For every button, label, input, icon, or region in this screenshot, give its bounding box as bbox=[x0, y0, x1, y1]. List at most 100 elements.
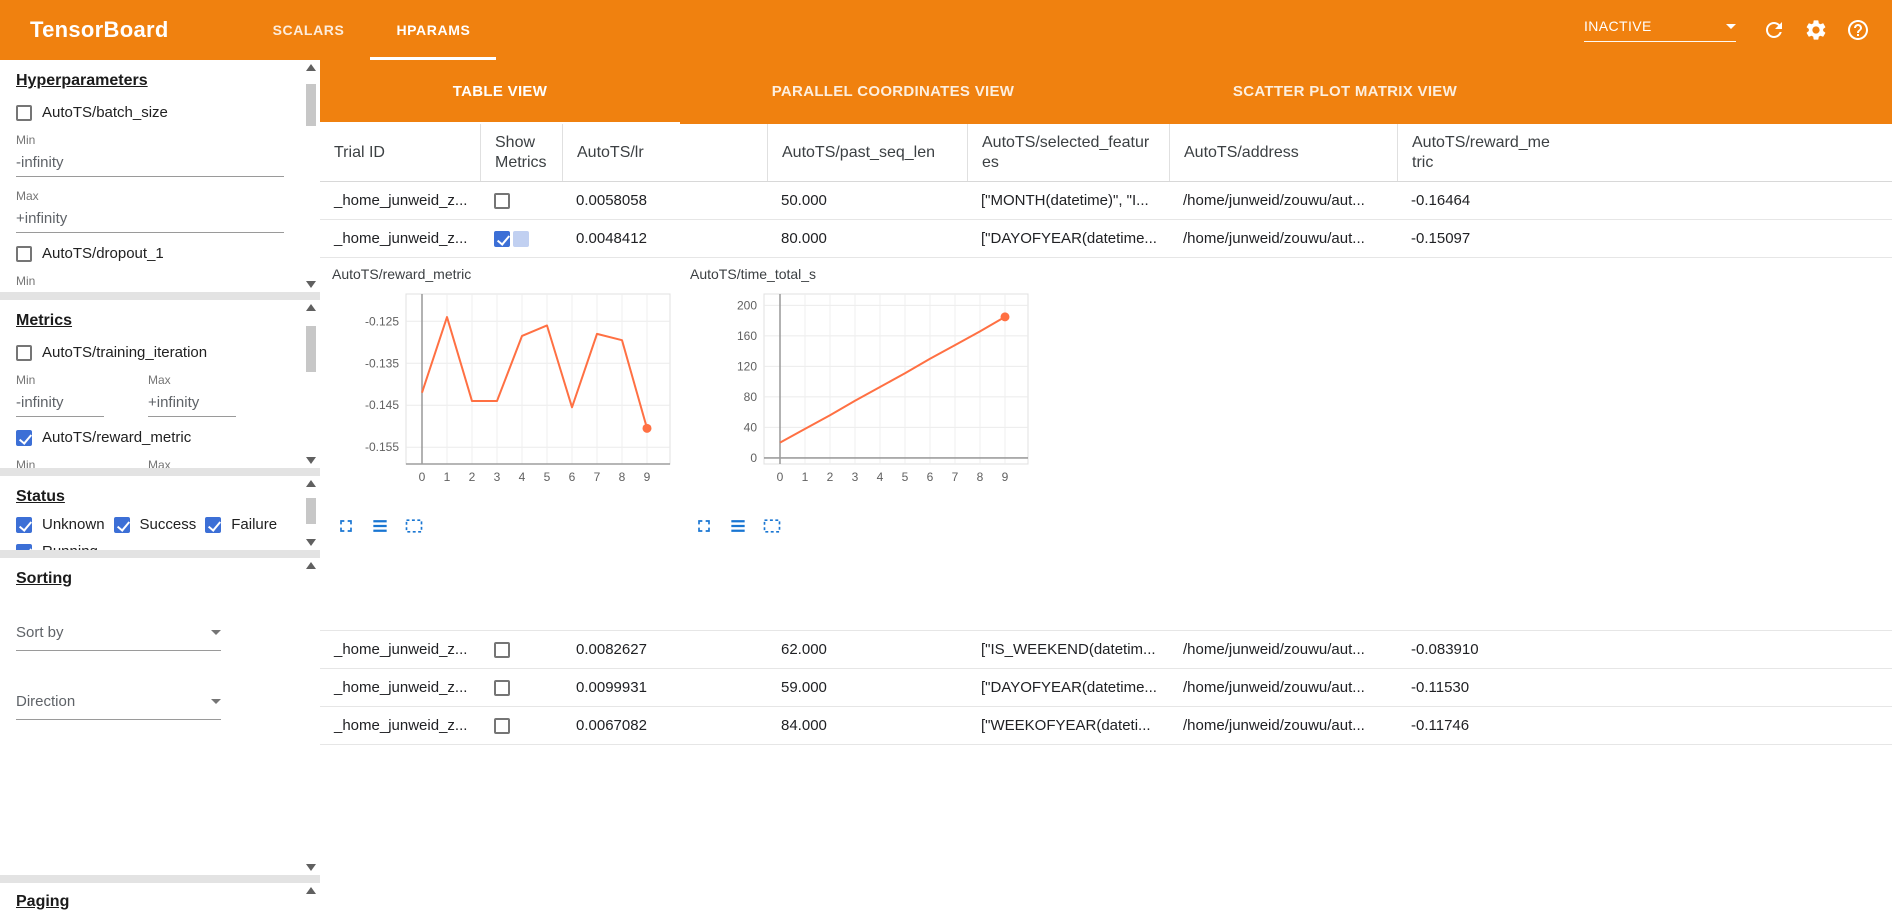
show-metrics-checkbox[interactable] bbox=[494, 192, 510, 209]
metric-reward-metric-row[interactable]: AutoTS/reward_metric bbox=[16, 429, 304, 446]
sorting-heading: Sorting bbox=[16, 570, 72, 587]
scroll-up-icon[interactable] bbox=[306, 480, 316, 487]
cell-past-seq-len: 80.000 bbox=[781, 230, 827, 247]
scroll-down-icon[interactable] bbox=[306, 539, 316, 546]
svg-text:8: 8 bbox=[977, 470, 984, 484]
col-address[interactable]: AutoTS/address bbox=[1169, 124, 1397, 181]
status-unknown-row[interactable]: Unknown bbox=[16, 516, 105, 533]
show-metrics-checkbox[interactable] bbox=[494, 230, 510, 247]
scrollbar[interactable] bbox=[305, 887, 317, 907]
hyperparameters-heading: Hyperparameters bbox=[16, 72, 148, 89]
max-label: Max bbox=[148, 373, 171, 387]
col-reward-metric[interactable]: AutoTS/reward_metric bbox=[1397, 124, 1567, 181]
app-title: TensorBoard bbox=[30, 17, 169, 42]
cell-trial-id: _home_junweid_z... bbox=[334, 717, 468, 734]
scrollbar[interactable] bbox=[305, 64, 317, 288]
scroll-down-icon[interactable] bbox=[306, 281, 316, 288]
checkbox[interactable] bbox=[16, 543, 32, 550]
tab-scalars[interactable]: SCALARS bbox=[272, 22, 345, 38]
scrollbar[interactable] bbox=[305, 480, 317, 546]
col-trial-id[interactable]: Trial ID bbox=[334, 143, 385, 161]
checkbox[interactable] bbox=[16, 516, 32, 533]
tab-hparams[interactable]: HPARAMS bbox=[370, 0, 497, 60]
checkbox[interactable] bbox=[16, 245, 32, 262]
scroll-up-icon[interactable] bbox=[306, 887, 316, 894]
sidebar-section-status: Status Unknown Success Failure Running bbox=[0, 476, 320, 550]
fullscreen-icon[interactable] bbox=[694, 516, 714, 536]
checkbox[interactable] bbox=[16, 429, 32, 446]
chart-card-time-total: AutoTS/time_total_s 0 40 80 120 160 200 0 1 2 3 4 5… bbox=[688, 262, 1040, 536]
marquee-select-icon[interactable] bbox=[404, 516, 424, 536]
status-success-row[interactable]: Success bbox=[113, 516, 197, 533]
scroll-up-icon[interactable] bbox=[306, 64, 316, 71]
cell-reward-metric: -0.16464 bbox=[1411, 192, 1471, 209]
max-input[interactable]: +infinity bbox=[148, 394, 236, 417]
checkbox-label: AutoTS/dropout_1 bbox=[42, 245, 164, 262]
cell-past-seq-len: 50.000 bbox=[781, 192, 827, 209]
max-label: Max bbox=[148, 458, 171, 468]
cell-past-seq-len: 84.000 bbox=[781, 717, 827, 734]
scrollbar-thumb[interactable] bbox=[306, 498, 316, 524]
checkbox[interactable] bbox=[16, 344, 32, 361]
svg-text:2: 2 bbox=[469, 470, 476, 484]
svg-text:6: 6 bbox=[927, 470, 934, 484]
show-metrics-checkbox[interactable] bbox=[494, 641, 510, 658]
col-selected-features[interactable]: AutoTS/selected_features bbox=[967, 124, 1169, 181]
cell-lr: 0.0067082 bbox=[576, 717, 647, 734]
min-input[interactable]: -infinity bbox=[16, 154, 284, 177]
scroll-down-icon[interactable] bbox=[306, 864, 316, 871]
cell-address: /home/junweid/zouwu/aut... bbox=[1183, 641, 1365, 658]
scrollbar[interactable] bbox=[305, 304, 317, 464]
chart-title: AutoTS/reward_metric bbox=[332, 266, 472, 282]
tab-parallel-coordinates-view[interactable]: PARALLEL COORDINATES VIEW bbox=[771, 82, 1015, 100]
status-failure-row[interactable]: Failure bbox=[205, 516, 277, 533]
scrollbar[interactable] bbox=[305, 562, 317, 871]
checkbox-label: Success bbox=[139, 516, 197, 533]
marquee-select-icon[interactable] bbox=[762, 516, 782, 536]
sidebar-section-metrics: Metrics AutoTS/training_iteration Min -i… bbox=[0, 300, 320, 468]
svg-text:-0.155: -0.155 bbox=[365, 440, 399, 454]
direction-dropdown[interactable]: Direction bbox=[16, 693, 221, 720]
settings-gear-icon[interactable] bbox=[1804, 18, 1828, 42]
help-icon[interactable] bbox=[1846, 18, 1870, 42]
rows-icon[interactable] bbox=[728, 516, 748, 536]
svg-text:1: 1 bbox=[444, 470, 451, 484]
checkbox-label: Unknown bbox=[42, 516, 105, 533]
svg-text:9: 9 bbox=[644, 470, 651, 484]
scroll-down-icon[interactable] bbox=[306, 457, 316, 464]
status-running-row[interactable]: Running bbox=[16, 543, 98, 550]
table-row: _home_junweid_z... 0.0058058 50.000 ["MONTH… bbox=[320, 182, 1892, 220]
sort-by-dropdown[interactable]: Sort by bbox=[16, 624, 221, 651]
checkbox[interactable] bbox=[16, 104, 32, 121]
fullscreen-icon[interactable] bbox=[336, 516, 356, 536]
main-content: TABLE VIEW PARALLEL COORDINATES VIEW SCA… bbox=[320, 60, 1892, 911]
col-past-seq-len[interactable]: AutoTS/past_seq_len bbox=[767, 124, 967, 181]
scroll-up-icon[interactable] bbox=[306, 304, 316, 311]
max-input[interactable]: +infinity bbox=[16, 210, 284, 233]
direction-label: Direction bbox=[16, 693, 76, 710]
cell-address: /home/junweid/zouwu/aut... bbox=[1183, 230, 1365, 247]
tab-table-view[interactable]: TABLE VIEW bbox=[320, 60, 680, 124]
scrollbar-thumb[interactable] bbox=[306, 326, 316, 372]
hparam-batch-size-row[interactable]: AutoTS/batch_size bbox=[16, 104, 304, 121]
refresh-icon[interactable] bbox=[1762, 18, 1786, 42]
checkbox[interactable] bbox=[113, 516, 130, 533]
svg-text:8: 8 bbox=[619, 470, 626, 484]
reload-status-label: INACTIVE bbox=[1584, 18, 1652, 34]
reload-status-dropdown[interactable]: INACTIVE bbox=[1584, 18, 1736, 42]
scroll-up-icon[interactable] bbox=[306, 562, 316, 569]
hparam-dropout-row[interactable]: AutoTS/dropout_1 bbox=[16, 245, 304, 262]
rows-icon[interactable] bbox=[370, 516, 390, 536]
col-lr[interactable]: AutoTS/lr bbox=[562, 124, 767, 181]
checkbox-label: AutoTS/reward_metric bbox=[42, 429, 192, 446]
col-show-metrics[interactable]: Show Metrics bbox=[480, 124, 562, 181]
show-metrics-checkbox[interactable] bbox=[494, 717, 510, 734]
tab-scatter-plot-matrix-view[interactable]: SCATTER PLOT MATRIX VIEW bbox=[1232, 82, 1458, 100]
checkbox[interactable] bbox=[205, 516, 222, 533]
metric-training-iteration-row[interactable]: AutoTS/training_iteration bbox=[16, 344, 304, 361]
min-input[interactable]: -infinity bbox=[16, 394, 104, 417]
scrollbar-thumb[interactable] bbox=[306, 84, 316, 126]
sidebar: Hyperparameters AutoTS/batch_size Min -i… bbox=[0, 60, 320, 911]
svg-text:7: 7 bbox=[594, 470, 601, 484]
show-metrics-checkbox[interactable] bbox=[494, 679, 510, 696]
